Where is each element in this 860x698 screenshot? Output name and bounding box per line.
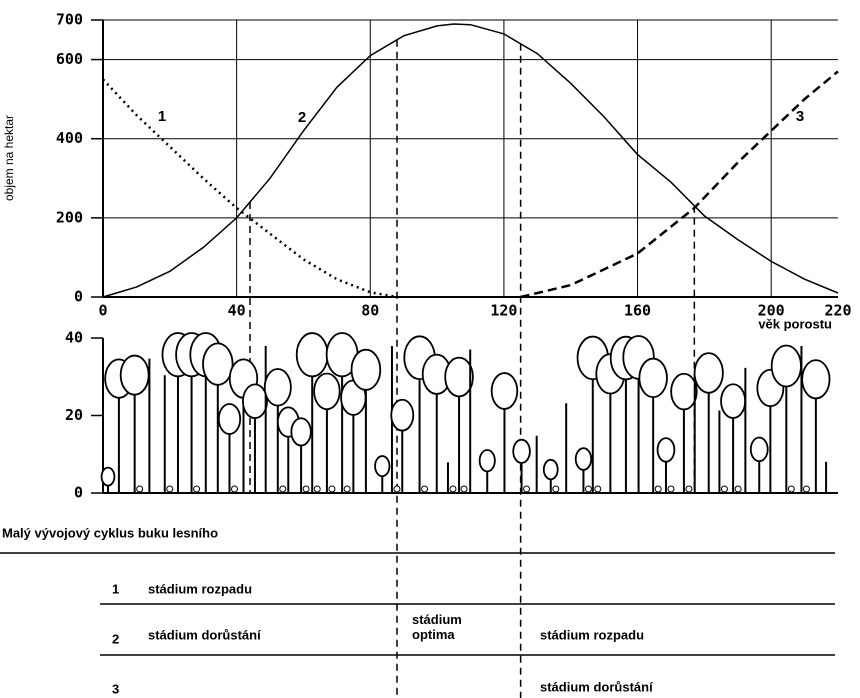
x-tick-label: 40 xyxy=(228,302,246,320)
seedling xyxy=(343,485,351,493)
tree-crown xyxy=(444,356,474,398)
row-cell: stádium rozpadu xyxy=(540,627,644,642)
tree-crown xyxy=(801,359,831,400)
tree-crown xyxy=(263,368,292,407)
tree-crown xyxy=(542,458,559,481)
y-tick-label: 40 xyxy=(65,329,83,347)
row-number: 2 xyxy=(112,631,119,646)
seedling xyxy=(802,485,810,493)
seedling xyxy=(279,485,287,493)
x-tick-label: 160 xyxy=(624,302,651,320)
tree-crown xyxy=(350,348,382,391)
seedling xyxy=(552,485,560,493)
tree-crown xyxy=(749,436,769,463)
seedling xyxy=(328,485,336,493)
tree-crown xyxy=(242,383,268,420)
row-cell: stádium dorůstání xyxy=(540,679,653,694)
series-line xyxy=(520,70,839,299)
tree-crown xyxy=(490,372,519,410)
tree-crown xyxy=(656,437,676,463)
seedling xyxy=(654,485,662,493)
seedling xyxy=(734,485,742,493)
tree-crown xyxy=(290,417,312,447)
tree-crown xyxy=(313,372,341,411)
tree-crown xyxy=(478,449,496,473)
seedling xyxy=(313,485,321,493)
seedling xyxy=(460,485,468,493)
seedling xyxy=(584,485,592,493)
seedling xyxy=(685,485,693,493)
seedling xyxy=(393,485,401,493)
x-tick-label: 200 xyxy=(758,302,785,320)
x-tick-label: 80 xyxy=(361,302,379,320)
x-axis-label: věk porostu xyxy=(758,316,832,331)
tree-crown xyxy=(295,332,329,378)
row-number: 3 xyxy=(112,681,119,696)
seedling xyxy=(449,485,457,493)
row-cell: stádium optima xyxy=(412,612,462,642)
series-label: 1 xyxy=(158,108,166,125)
row-cell: stádium rozpadu xyxy=(148,581,252,596)
tree-crown xyxy=(574,447,593,471)
y-tick-label: 0 xyxy=(74,484,83,502)
y-tick-label: 20 xyxy=(65,406,83,424)
y-tick-label: 600 xyxy=(56,50,83,68)
series-label: 2 xyxy=(298,109,306,126)
seedling xyxy=(193,485,201,493)
tree-crown xyxy=(693,352,724,394)
seedling xyxy=(166,485,174,493)
tree-crown xyxy=(202,342,234,386)
y-tick-label: 400 xyxy=(56,129,83,147)
seedling xyxy=(523,485,531,493)
seedling xyxy=(136,485,144,493)
tree-crown xyxy=(119,354,150,396)
y-tick-label: 0 xyxy=(74,288,83,306)
x-tick-label: 120 xyxy=(490,302,517,320)
tree-crown xyxy=(720,383,747,419)
table-title: Malý vývojový cyklus buku lesního xyxy=(2,525,218,540)
tree-crown xyxy=(390,398,415,432)
x-tick-label: 220 xyxy=(824,302,851,320)
seedling xyxy=(230,485,238,493)
series-line xyxy=(102,23,839,298)
seedling xyxy=(421,485,429,493)
y-axis-label: objem na hektar xyxy=(2,115,16,201)
series-label: 3 xyxy=(796,108,804,125)
tree-crown xyxy=(670,372,698,411)
x-tick-label: 0 xyxy=(98,302,107,320)
tree-crown xyxy=(770,344,802,388)
row-cell: stádium dorůstání xyxy=(148,627,261,642)
tree-crown xyxy=(217,403,242,435)
seedling xyxy=(594,485,602,493)
tree-crown xyxy=(638,357,668,399)
y-tick-label: 700 xyxy=(56,11,83,29)
row-number: 1 xyxy=(112,581,119,596)
seedling xyxy=(720,485,728,493)
tree-crown xyxy=(512,438,531,464)
seedling xyxy=(787,485,795,493)
row-cell-box: stádium optima xyxy=(412,612,462,642)
tree-crown xyxy=(100,466,116,487)
tree-crown xyxy=(374,455,391,478)
seedling xyxy=(302,485,310,493)
y-tick-label: 200 xyxy=(56,208,83,226)
seedling xyxy=(667,485,675,493)
